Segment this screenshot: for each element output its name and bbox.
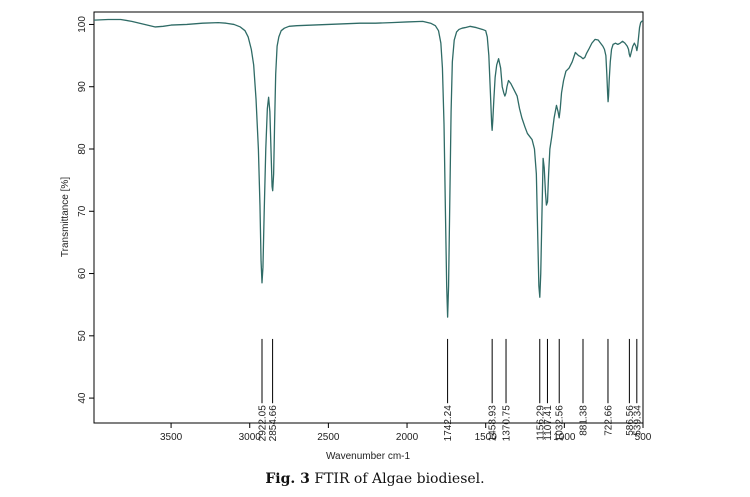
peak-label: 1458.93 [488,405,499,442]
y-axis-title: Transmittance [%] [60,177,71,257]
y-tick-label: 100 [77,16,88,33]
ftir-chart: 40 50 60 70 80 90 100 3500 3000 2500 2000 1500 1000… [60,11,652,462]
x-tick-label: 3500 [160,432,183,443]
spectrum-line [93,18,644,318]
peak-label: 1107.41 [543,405,554,441]
x-tick-label: 3000 [239,432,262,443]
figure-caption: Fig. 3 FTIR of Algae biodiesel. [0,471,750,487]
peak-label: 1156.29 [535,405,546,441]
peak-label: 1032.56 [555,405,566,442]
caption-figure-number: Fig. 3 [265,471,310,487]
x-tick-label: 500 [635,432,652,443]
x-tick-label: 1000 [553,432,576,443]
y-tick-label: 90 [77,81,88,93]
peak-label: 881.38 [579,405,590,436]
peak-label: 1742.24 [443,405,454,442]
peak-label: 2922.05 [257,405,268,442]
peak-label: 1370.75 [502,405,513,442]
y-tick-label: 80 [77,143,88,155]
peak-label: 2854.66 [268,405,279,442]
x-axis: 3500 3000 2500 2000 1500 1000 500 [160,423,652,443]
caption-text: FTIR of Algae biodiesel. [309,471,485,487]
y-tick-label: 60 [77,268,88,280]
x-tick-label: 2500 [317,432,340,443]
y-axis: 40 50 60 70 80 90 100 [77,16,94,404]
x-axis-title: Wavenumber cm-1 [326,451,411,462]
x-tick-label: 2000 [396,432,419,443]
y-tick-label: 70 [77,205,88,217]
peak-label: 722.66 [603,405,614,436]
peak-label: 586.56 [625,405,636,436]
y-tick-label: 40 [77,392,88,404]
y-tick-label: 50 [77,330,88,342]
x-tick-label: 1500 [475,432,498,443]
plot-area-frame [93,11,644,424]
peak-label: 539.34 [632,405,643,436]
peak-markers: 2922.05 2854.66 1742.24 1458.93 1370.75 1156.… [257,338,643,442]
